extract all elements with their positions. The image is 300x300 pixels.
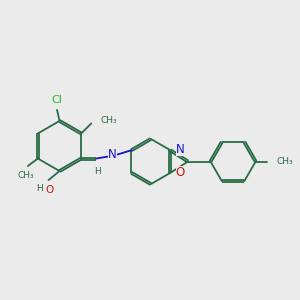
Text: Cl: Cl <box>52 95 62 105</box>
Text: CH₃: CH₃ <box>17 171 34 180</box>
Text: H: H <box>94 167 101 176</box>
Text: N: N <box>176 143 184 156</box>
Text: O: O <box>45 185 54 195</box>
Text: CH₃: CH₃ <box>277 157 293 166</box>
Text: CH₃: CH₃ <box>100 116 117 125</box>
Text: H: H <box>36 184 43 193</box>
Text: O: O <box>176 166 185 179</box>
Text: N: N <box>108 148 117 161</box>
